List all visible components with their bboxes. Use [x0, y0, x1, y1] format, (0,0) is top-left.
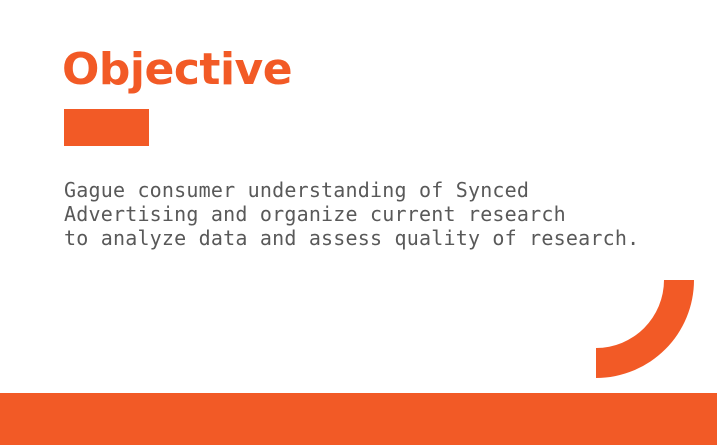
objective-text: Gague consumer understanding of Synced Ad…: [64, 178, 639, 250]
footer-bar: [0, 393, 717, 445]
slide-title: Objective: [62, 44, 293, 95]
objective-line-3: to analyze data and assess quality of re…: [64, 226, 640, 250]
objective-line-1: Gague consumer understanding of Synced: [64, 178, 530, 202]
objective-line-2: Advertising and organize current researc…: [64, 202, 566, 226]
accent-rectangle: [64, 109, 149, 146]
arc-shape: [596, 280, 694, 378]
quarter-ring-arc: [596, 280, 694, 378]
